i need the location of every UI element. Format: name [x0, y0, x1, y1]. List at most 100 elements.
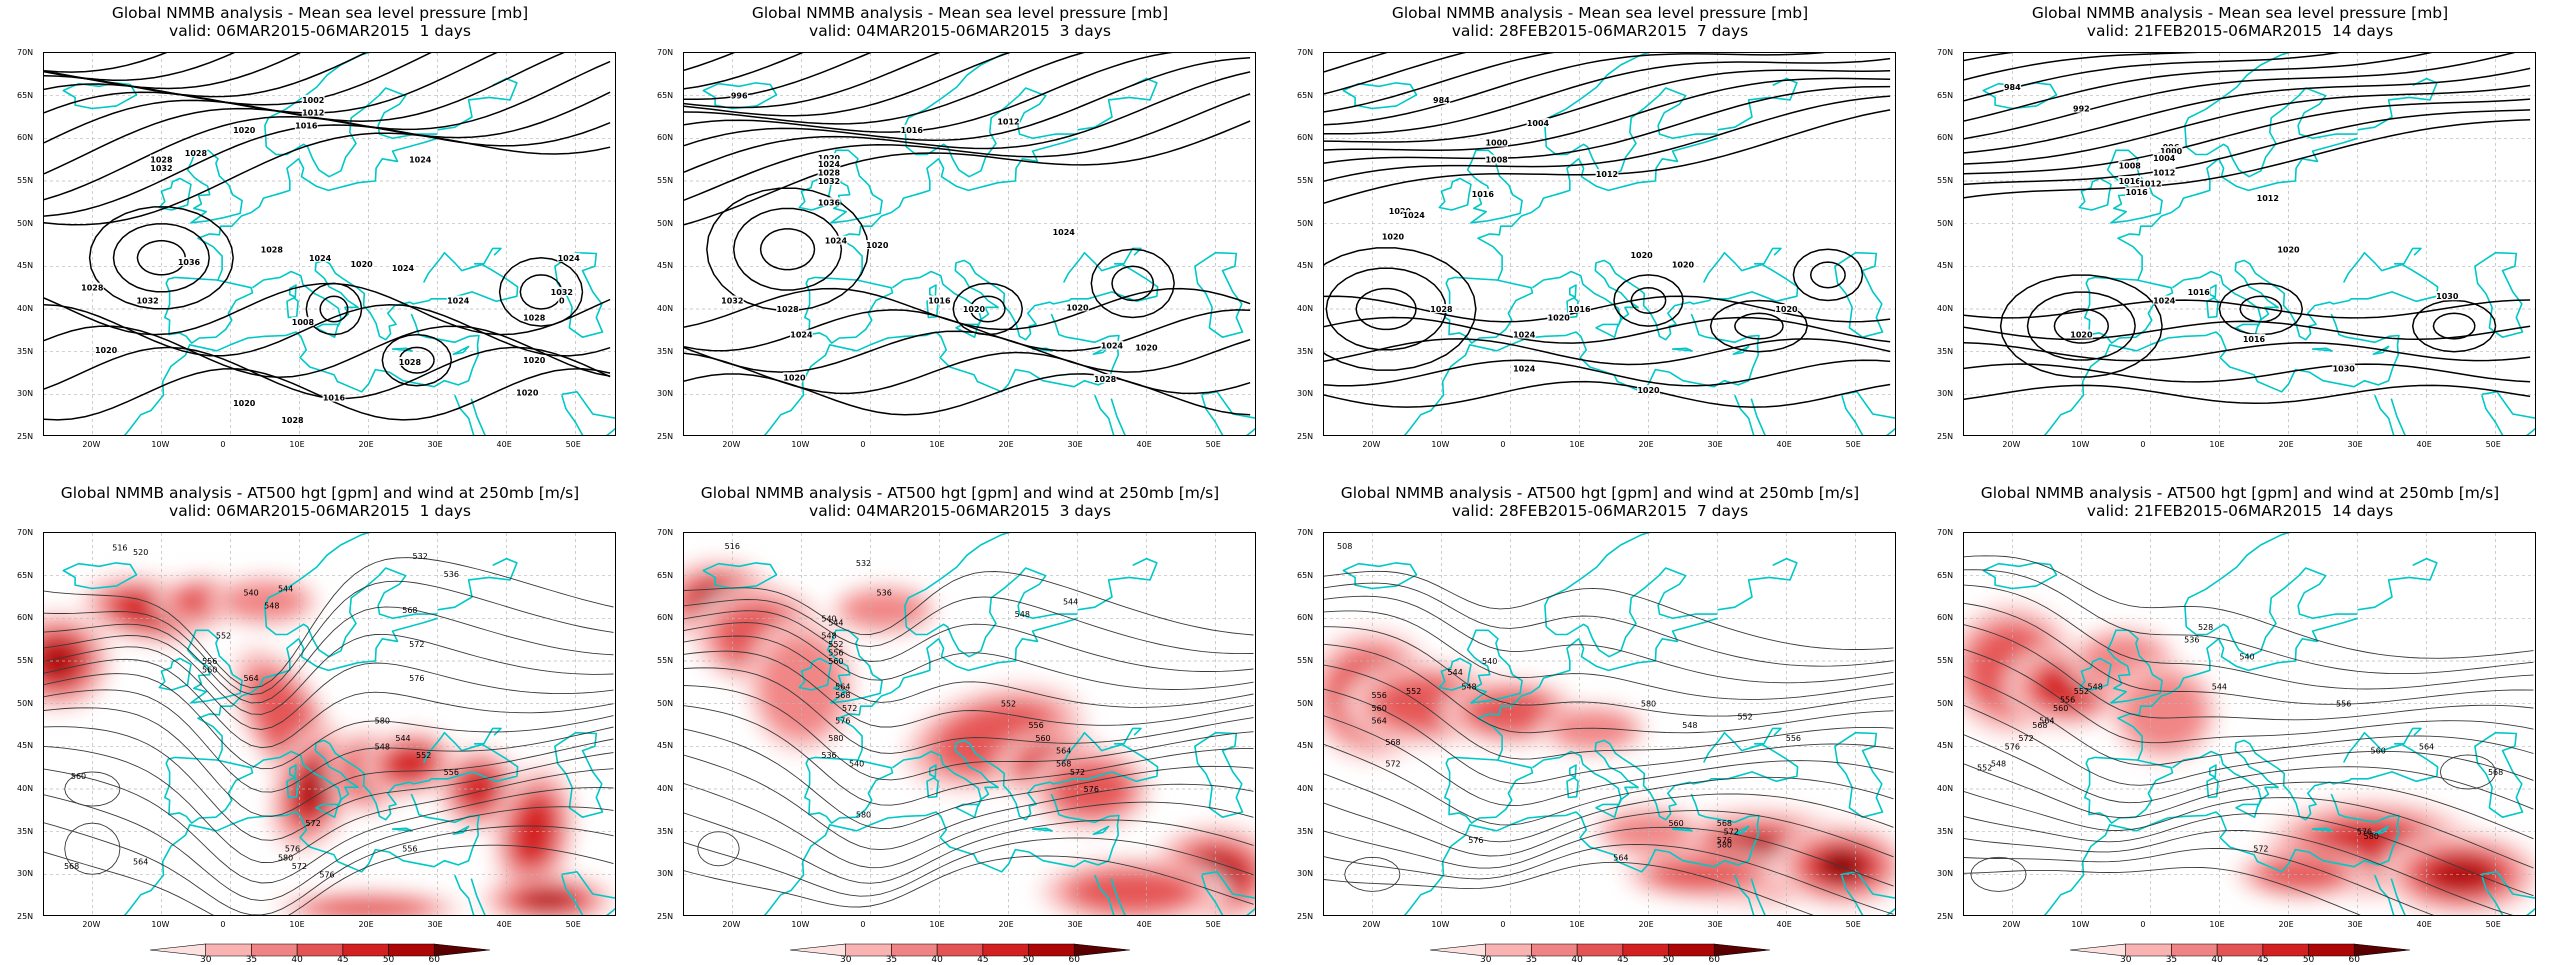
- contour-label-bg: [2003, 82, 2022, 92]
- coastlines: [1342, 53, 1895, 435]
- longitude-label: 10W: [791, 440, 810, 449]
- contour-label: 1020: [1548, 314, 1571, 323]
- contour-label-bg: [391, 263, 415, 272]
- coastline: [1544, 533, 1718, 627]
- contour-label: 552: [1977, 764, 1992, 773]
- contour-label-bg: [232, 397, 256, 407]
- coastline: [2394, 727, 2422, 745]
- coastline: [315, 803, 339, 818]
- longitude-label: 30E: [2347, 440, 2363, 449]
- latitude-label: 60N: [1937, 613, 1954, 623]
- coastline: [2043, 793, 2400, 915]
- latitude-label: 50N: [17, 218, 34, 228]
- contour-label: 576: [2005, 742, 2020, 751]
- contour-labels: 9849929961000100410081012101610161012101…: [2003, 82, 2459, 374]
- wind-speed-shade: [523, 890, 573, 909]
- contour-label: 1012: [2139, 180, 2161, 189]
- isobar-line: [44, 53, 236, 81]
- height-contour-line: [684, 571, 1254, 636]
- coastline: [2106, 149, 2163, 224]
- longitude-label: 0: [2140, 440, 2146, 449]
- colorbar-swatch: [891, 943, 938, 957]
- coastline: [158, 657, 192, 691]
- contour-label-bg: [94, 345, 118, 354]
- isobar-line: [1324, 380, 1891, 408]
- contour-label-bg: [177, 257, 201, 267]
- contour-label: 576: [409, 674, 424, 683]
- height-contour-line: [1324, 610, 1894, 700]
- longitude-label: 30E: [1707, 920, 1723, 929]
- longitude-label: 10W: [2071, 920, 2090, 929]
- longitude-label: 10E: [929, 440, 945, 449]
- isobar-line: [1964, 53, 2516, 140]
- colorbar-swatch: [2171, 943, 2218, 957]
- coastline: [1403, 793, 1760, 915]
- coastline: [1466, 629, 1523, 704]
- map-area: 1002 1012 1016 1020 1028 1032 1028 1024 1036 1028…: [43, 52, 616, 436]
- colorbar-swatch: [1028, 943, 1075, 957]
- height-contour-line: [1964, 602, 2534, 705]
- contour-label: 580: [828, 734, 843, 743]
- coastline: [1031, 827, 1053, 832]
- contour-label: 1024: [1101, 342, 1124, 351]
- contour-label: 1016: [2243, 335, 2266, 344]
- contour-label: 564: [133, 858, 148, 867]
- coastline: [391, 827, 413, 832]
- height-contour-line: [1324, 743, 1894, 826]
- contour-label: 516: [725, 542, 740, 551]
- coastline: [2311, 347, 2333, 352]
- contour-label: 540: [849, 759, 864, 768]
- coastline: [2078, 657, 2112, 691]
- coastline: [1094, 394, 1115, 435]
- isobar-line: [684, 351, 1251, 395]
- contour-label: 572: [1070, 768, 1085, 777]
- graticule: [44, 533, 615, 915]
- contour-label-bg: [1066, 302, 1089, 312]
- contour-label-bg: [817, 197, 841, 207]
- colorbar-swatch: [789, 943, 847, 957]
- colorbar-swatch: [342, 943, 389, 957]
- contour-label: 572: [1724, 828, 1739, 837]
- contour-label-bg: [776, 304, 799, 313]
- contour-label: 580: [278, 853, 293, 862]
- colorbar-swatch: [2353, 943, 2411, 957]
- isobar-line: [1964, 118, 2531, 199]
- height-contour-line: [684, 728, 1254, 830]
- contour-labels: 5285365405445485525565605645685725765485…: [1977, 623, 2503, 854]
- height-contour-line: [44, 673, 614, 770]
- contour-label-bg: [232, 124, 256, 134]
- contour-label: 568: [64, 862, 79, 871]
- contour-label: 1020: [1066, 303, 1089, 312]
- colorbar-tick-label: 45: [1617, 955, 1629, 965]
- panel-title: Global NMMB analysis - Mean sea level pr…: [1280, 4, 1920, 40]
- colorbar-tick-label: 35: [885, 955, 898, 965]
- contour-label-bg: [322, 392, 346, 402]
- latitude-label: 60N: [17, 613, 34, 623]
- contour-labels: 1002101210161020102810321028102410361028…: [80, 94, 580, 425]
- map-svg: 1002101210161020102810321028102410361028…: [44, 53, 615, 435]
- contour-label: 544: [828, 619, 843, 628]
- contour-label-bg: [408, 154, 432, 164]
- coastline: [554, 251, 604, 338]
- map-area: 508 540 544 548 552 556 560 564 568 572 576 580 548 5…: [1323, 532, 1896, 916]
- contour-label-bg: [1512, 329, 1536, 339]
- isobar-line: [1325, 267, 1447, 351]
- coastline: [437, 557, 518, 611]
- isobar-line: [684, 53, 1174, 133]
- colorbar-swatch: [1073, 943, 1131, 957]
- contour-label: 560: [828, 657, 843, 666]
- coastlines: [62, 53, 615, 435]
- latitude-label: 40N: [1937, 304, 1954, 313]
- height-contour-line: [684, 635, 1254, 708]
- colorbar-swatch: [2069, 943, 2127, 957]
- coastline: [1444, 756, 1534, 824]
- mslp-panel-2: Global NMMB analysis - Mean sea level pr…: [640, 0, 1280, 480]
- colorbar-tick-label: 40: [291, 955, 303, 965]
- map-area: 516 532 536 540 544 548 552 556 560 564 568 572 576 5…: [683, 532, 1256, 916]
- coastline: [197, 617, 438, 761]
- coastline: [2474, 251, 2524, 338]
- isobar-line: [2053, 308, 2110, 344]
- contour-label-bg: [522, 355, 546, 365]
- latitude-label: 30N: [1297, 389, 1314, 399]
- height-contour-line: [1344, 856, 1401, 892]
